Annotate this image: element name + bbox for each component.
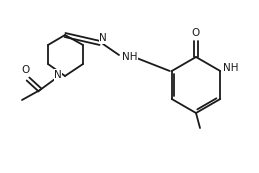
Text: N: N — [54, 70, 62, 80]
Text: O: O — [192, 28, 200, 38]
Text: NH: NH — [122, 52, 138, 62]
Text: N: N — [99, 33, 107, 43]
Text: O: O — [22, 65, 30, 75]
Text: NH: NH — [224, 63, 239, 73]
